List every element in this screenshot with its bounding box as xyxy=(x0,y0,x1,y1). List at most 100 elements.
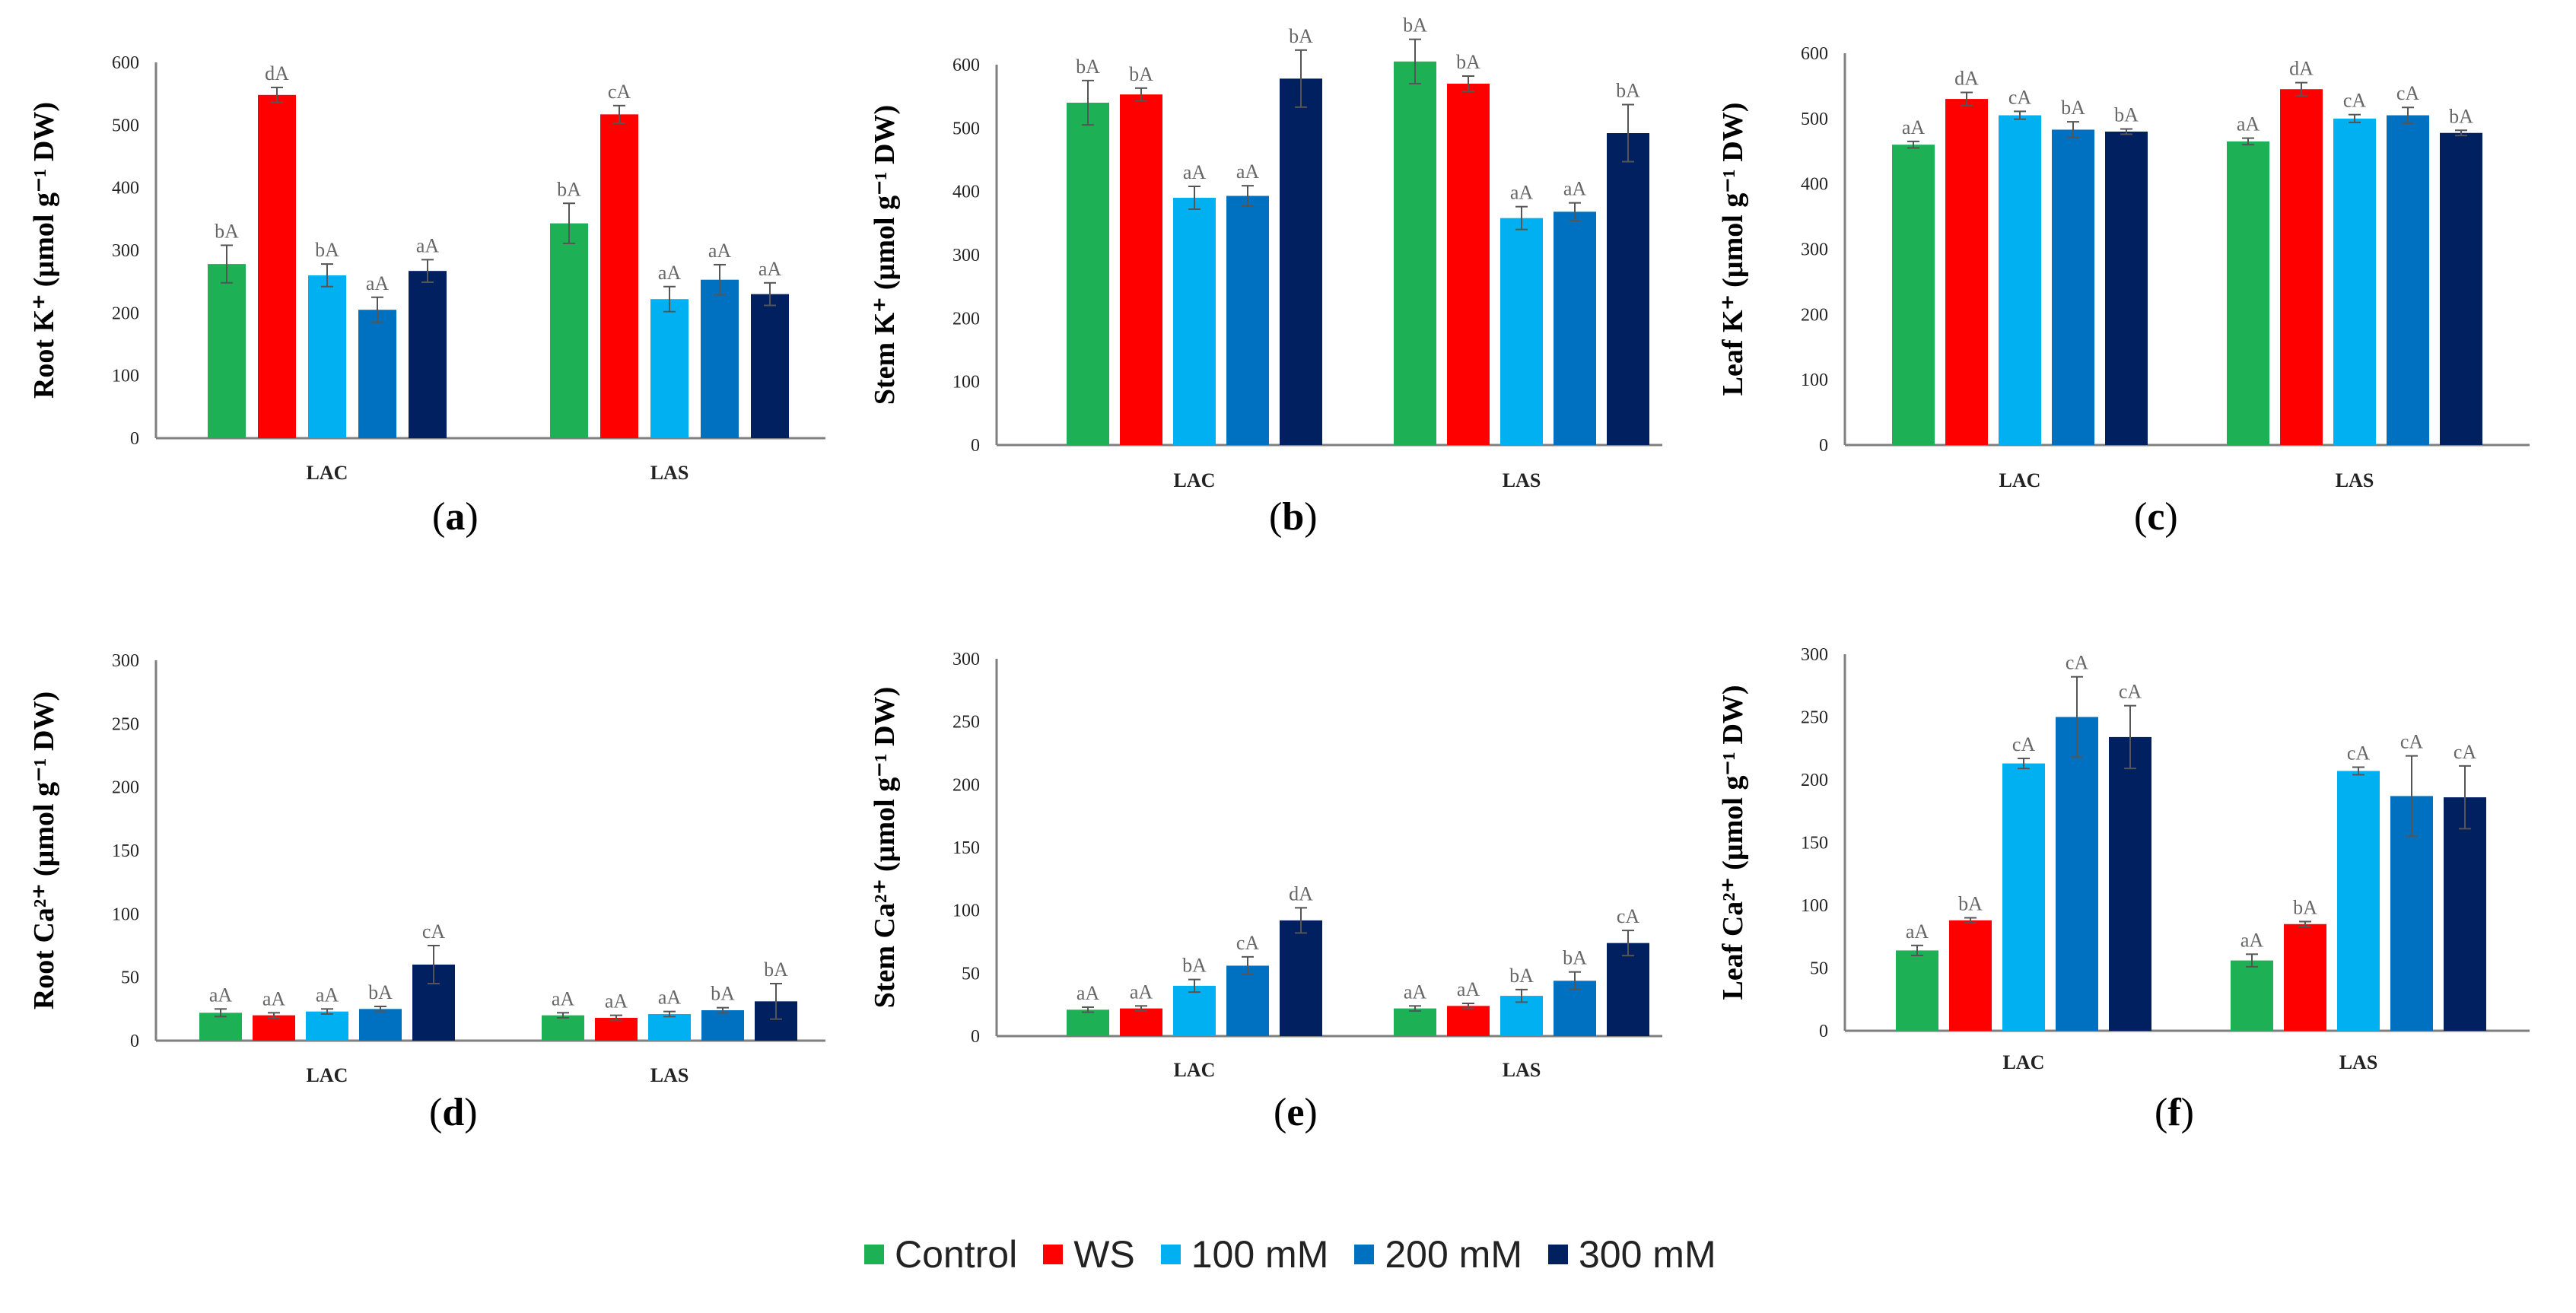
bar-ws-las xyxy=(595,1018,638,1041)
significance-label: bA xyxy=(215,220,239,242)
chart-svg-f: 0 50 100 150 200 250 300 Leaf Ca²⁺ (µmol g⁻¹ DW… xyxy=(1717,645,2530,1073)
bar-200-mm-lac xyxy=(1226,965,1269,1036)
significance-label: cA xyxy=(608,81,631,103)
bar-200-mm-las xyxy=(701,1010,744,1041)
bar-control-lac xyxy=(1896,950,1938,1031)
category-label-las: LAS xyxy=(1503,469,1541,491)
significance-label: aA xyxy=(1906,920,1929,943)
significance-label: cA xyxy=(2454,741,2477,763)
bar-300-mm-lac xyxy=(1280,78,1322,446)
chart-svg-e: 0 50 100 150 200 250 300 Stem Ca²⁺ (µmol g⁻¹ DW… xyxy=(869,650,1662,1081)
bar-300-mm-las xyxy=(2444,797,2486,1031)
bar-ws-las xyxy=(2280,89,2323,445)
category-label-las: LAS xyxy=(1503,1059,1541,1081)
y-tick-label: 300 xyxy=(952,246,980,265)
y-tick-label: 50 xyxy=(121,968,139,988)
legend-label: WS xyxy=(1073,1233,1135,1276)
category-label-lac: LAC xyxy=(307,1064,348,1086)
significance-label: cA xyxy=(2119,681,2142,703)
bar-control-lac xyxy=(1067,1009,1109,1036)
y-axis-title: Stem Ca²⁺ (µmol g⁻¹ DW) xyxy=(869,687,901,1009)
bar-100-mm-lac xyxy=(306,1011,348,1041)
significance-label: cA xyxy=(2343,90,2367,112)
panel-letter: f xyxy=(2167,1091,2181,1134)
panel-letter: c xyxy=(2147,495,2165,539)
bar-300-mm-lac xyxy=(409,271,447,438)
y-tick-label: 150 xyxy=(112,841,139,861)
panel-label-f: (f) xyxy=(2155,1091,2194,1134)
category-label-las: LAS xyxy=(2336,469,2374,491)
chart-svg-c: 0 100 200 300 400 500 600 Leaf K⁺ (µmol g⁻¹ DW)… xyxy=(1717,44,2530,491)
significance-label: bA xyxy=(1456,51,1480,73)
legend-swatch xyxy=(1160,1245,1181,1264)
bar-ws-lac xyxy=(1949,920,1992,1031)
y-tick-label: 150 xyxy=(1801,834,1828,854)
bar-control-las xyxy=(1394,61,1436,446)
y-tick-label: 100 xyxy=(1801,370,1828,390)
significance-label: bA xyxy=(1616,80,1640,102)
significance-label: bA xyxy=(557,178,581,200)
legend-item-100-mm: 100 mM xyxy=(1160,1232,1328,1276)
category-label-lac: LAC xyxy=(1999,469,2041,491)
legend-label: 200 mM xyxy=(1385,1233,1522,1276)
significance-label: cA xyxy=(1617,905,1640,927)
bar-300-mm-las xyxy=(1607,943,1649,1036)
significance-label: aA xyxy=(658,987,682,1009)
y-tick-label: 200 xyxy=(112,304,139,323)
y-tick-label: 600 xyxy=(1801,44,1828,64)
bar-ws-las xyxy=(600,114,638,438)
significance-label: bA xyxy=(2293,896,2317,918)
y-tick-label: 0 xyxy=(130,1032,139,1051)
bar-control-las xyxy=(550,223,588,438)
significance-label: bA xyxy=(1129,63,1153,85)
significance-label: dA xyxy=(1289,882,1313,904)
y-tick-label: 150 xyxy=(952,838,980,858)
y-tick-label: 600 xyxy=(112,53,139,73)
y-tick-label: 300 xyxy=(1801,240,1828,260)
significance-label: aA xyxy=(1404,981,1427,1003)
y-axis-title: Stem K⁺ (µmol g⁻¹ DW) xyxy=(869,105,901,405)
panel-letter: e xyxy=(1286,1091,1305,1134)
panel-label-b: (b) xyxy=(1269,495,1318,539)
bar-200-mm-lac xyxy=(1226,196,1269,445)
y-tick-label: 50 xyxy=(1810,959,1828,979)
significance-label: aA xyxy=(1183,161,1207,183)
y-tick-label: 100 xyxy=(112,367,139,386)
significance-label: aA xyxy=(708,240,732,262)
y-tick-label: 500 xyxy=(1801,110,1828,129)
category-label-lac: LAC xyxy=(307,462,348,484)
significance-label: bA xyxy=(764,959,788,981)
legend: Control WS 100 mM 200 mM 300 mM xyxy=(864,1228,1716,1281)
y-tick-label: 200 xyxy=(952,775,980,795)
y-tick-label: 0 xyxy=(1819,1022,1828,1041)
legend-swatch xyxy=(1547,1245,1568,1264)
significance-label: aA xyxy=(605,990,628,1013)
panel-label-c: (c) xyxy=(2134,495,2178,539)
significance-label: cA xyxy=(2347,742,2371,765)
y-tick-label: 200 xyxy=(1801,771,1828,790)
legend-swatch xyxy=(1354,1245,1375,1264)
significance-label: aA xyxy=(416,234,440,256)
significance-label: bA xyxy=(368,981,393,1003)
significance-label: dA xyxy=(265,62,289,84)
chart-svg-a: 0 100 200 300 400 500 600 Root K⁺ (µmol g⁻¹ DW)… xyxy=(28,53,825,484)
significance-label: cA xyxy=(2396,82,2420,104)
significance-label: aA xyxy=(262,987,286,1009)
y-tick-label: 300 xyxy=(1801,645,1828,665)
y-axis-title: Root K⁺ (µmol g⁻¹ DW) xyxy=(28,102,60,399)
significance-label: dA xyxy=(1954,68,1979,90)
bar-ws-lac xyxy=(258,94,296,439)
bar-100-mm-las xyxy=(2333,118,2376,445)
bar-control-las xyxy=(1394,1008,1436,1036)
y-tick-label: 400 xyxy=(112,179,139,199)
bar-100-mm-las xyxy=(648,1014,691,1041)
bar-300-mm-lac xyxy=(2105,132,2148,445)
legend-item-200-mm: 200 mM xyxy=(1354,1232,1522,1276)
significance-label: bA xyxy=(2061,97,2085,119)
significance-label: cA xyxy=(1236,932,1260,954)
y-tick-label: 500 xyxy=(112,116,139,135)
category-label-las: LAS xyxy=(650,462,689,484)
bar-ws-las xyxy=(2284,924,2326,1031)
legend-swatch xyxy=(1043,1245,1064,1264)
